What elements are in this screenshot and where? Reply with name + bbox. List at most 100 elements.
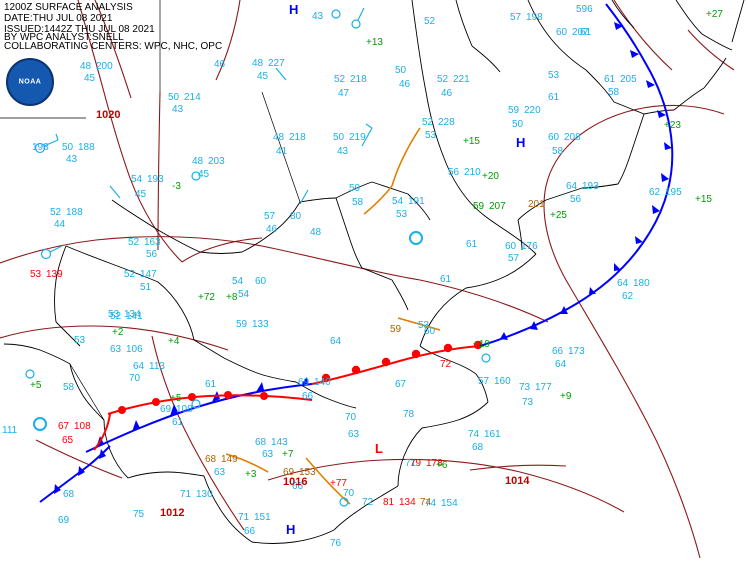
station-pressure: 151 xyxy=(254,512,271,523)
station-temperature: 54 xyxy=(131,174,143,185)
station-pressure: 208 xyxy=(564,132,581,143)
station-temperature: 53 xyxy=(108,309,120,320)
pressure-tendency: +15 xyxy=(695,194,712,205)
station-temperature: 61 xyxy=(440,274,452,285)
station-temperature: 60 xyxy=(548,132,560,143)
station-temperature: 43 xyxy=(172,104,184,115)
pressure-tendency: +19 xyxy=(473,339,490,350)
station-temperature: 41 xyxy=(276,146,288,157)
station-temperature: 46 xyxy=(266,224,278,235)
station-temperature: 60 xyxy=(255,276,267,287)
station-temperature: 48 xyxy=(252,58,264,69)
pressure-tendency: +15 xyxy=(463,136,480,147)
pressure-tendency: +25 xyxy=(550,210,567,221)
warm-front-2 xyxy=(107,394,313,415)
station-temperature: 71 xyxy=(238,512,250,523)
station-pressure: 203 xyxy=(208,156,225,167)
station-temperature: 62 xyxy=(649,187,661,198)
station-temperature: 73 xyxy=(522,397,534,408)
station-pressure: 177 xyxy=(535,382,552,393)
station-temperature: 59 xyxy=(349,183,361,194)
station-pressure: 173 xyxy=(568,346,585,357)
station-temperature: 52 xyxy=(128,237,140,248)
station-temperature: 69 xyxy=(298,377,310,388)
station-temperature: 53 xyxy=(425,130,437,141)
station-temperature: 74 xyxy=(468,429,480,440)
station-temperature: 61 xyxy=(580,27,592,38)
coastline-layer xyxy=(3,0,745,544)
station-temperature: 66 xyxy=(244,526,256,537)
station-pressure: 106 xyxy=(126,344,143,355)
station-pressure: 188 xyxy=(66,207,83,218)
high-pressure-center: H xyxy=(516,135,526,150)
low-pressure-center: L xyxy=(375,441,383,456)
station-temperature: 54 xyxy=(392,196,404,207)
station-temperature: 63 xyxy=(262,449,274,460)
title-line-4: BY WPC ANALYST:SNELL xyxy=(4,32,124,43)
station-pressure: 141 xyxy=(126,311,143,322)
pressure-tendency: +23 xyxy=(664,120,681,131)
station-temperature: 59 xyxy=(473,201,485,212)
station-pressure: 193 xyxy=(147,174,164,185)
station-pressure: 176 xyxy=(521,241,538,252)
station-temperature: 53 xyxy=(396,209,408,220)
station-pressure: 178 xyxy=(426,458,443,469)
station-temperature: 62 xyxy=(622,291,634,302)
station-temperature: 66 xyxy=(302,391,314,402)
cold-front-2 xyxy=(479,3,674,347)
station-temperature: 58 xyxy=(352,197,364,208)
station-temperature: 61 xyxy=(466,239,478,250)
pressure-tendency: +7 xyxy=(282,449,294,460)
station-temperature: 69 xyxy=(283,467,295,478)
title-line-1: 1200Z SURFACE ANALYSIS xyxy=(4,2,133,13)
pressure-tendency: -3 xyxy=(172,181,181,192)
station-temperature: 50 xyxy=(333,132,345,143)
station-pressure: 180 xyxy=(633,278,650,289)
station-temperature: 64 xyxy=(617,278,629,289)
station-temperature: 52 xyxy=(422,117,434,128)
station-temperature: 58 xyxy=(63,382,75,393)
station-temperature: 58 xyxy=(608,87,620,98)
station-temperature: 57 xyxy=(264,211,276,222)
noaa-logo: NOAA xyxy=(6,58,54,106)
station-temperature: 52 xyxy=(334,74,346,85)
station-temperature: 68 xyxy=(255,437,267,448)
station-temperature: 80 xyxy=(290,211,302,222)
pressure-tendency: +8 xyxy=(226,292,238,303)
station-temperature: 51 xyxy=(140,282,152,293)
pressure-tendency: +3 xyxy=(245,469,257,480)
title-line-2: DATE:THU JUL 08 2021 xyxy=(4,13,113,24)
station-pressure: 221 xyxy=(453,74,470,85)
station-pressure: 154 xyxy=(441,498,458,509)
station-temperature: 47 xyxy=(338,88,350,99)
station-temperature: 73 xyxy=(519,382,531,393)
station-temperature: 74 xyxy=(420,497,432,508)
station-temperature: 201 xyxy=(528,199,545,210)
station-pressure: 228 xyxy=(438,117,455,128)
station-temperature: 61 xyxy=(205,379,217,390)
station-temperature: 45 xyxy=(257,71,269,82)
station-temperature: 46 xyxy=(441,88,453,99)
station-temperature: 60 xyxy=(424,326,436,337)
station-temperature: 79 xyxy=(410,458,422,469)
station-temperature: 54 xyxy=(232,276,244,287)
high-pressure-center: H xyxy=(289,2,299,17)
pressure-tendency: +5 xyxy=(170,393,182,404)
station-temperature: 50 xyxy=(62,142,74,153)
station-temperature: 52 xyxy=(124,269,136,280)
station-temperature: 52 xyxy=(437,74,449,85)
station-pressure: 218 xyxy=(350,74,367,85)
title-line-5: COLLABORATING CENTERS: WPC, NHC, OPC xyxy=(4,41,223,52)
station-temperature: 48 xyxy=(273,132,285,143)
station-temperature: 57 xyxy=(510,12,522,23)
station-temperature: 61 xyxy=(172,417,184,428)
station-pressure: 207 xyxy=(572,27,589,38)
wind-barb-layer xyxy=(25,7,491,507)
station-temperature: 64 xyxy=(555,359,567,370)
station-temperature: 46 xyxy=(399,79,411,90)
trough-layer xyxy=(225,127,441,505)
station-temperature: 63 xyxy=(214,467,226,478)
station-pressure: 200 xyxy=(96,61,113,72)
warm-front-2-bumps xyxy=(118,391,268,414)
